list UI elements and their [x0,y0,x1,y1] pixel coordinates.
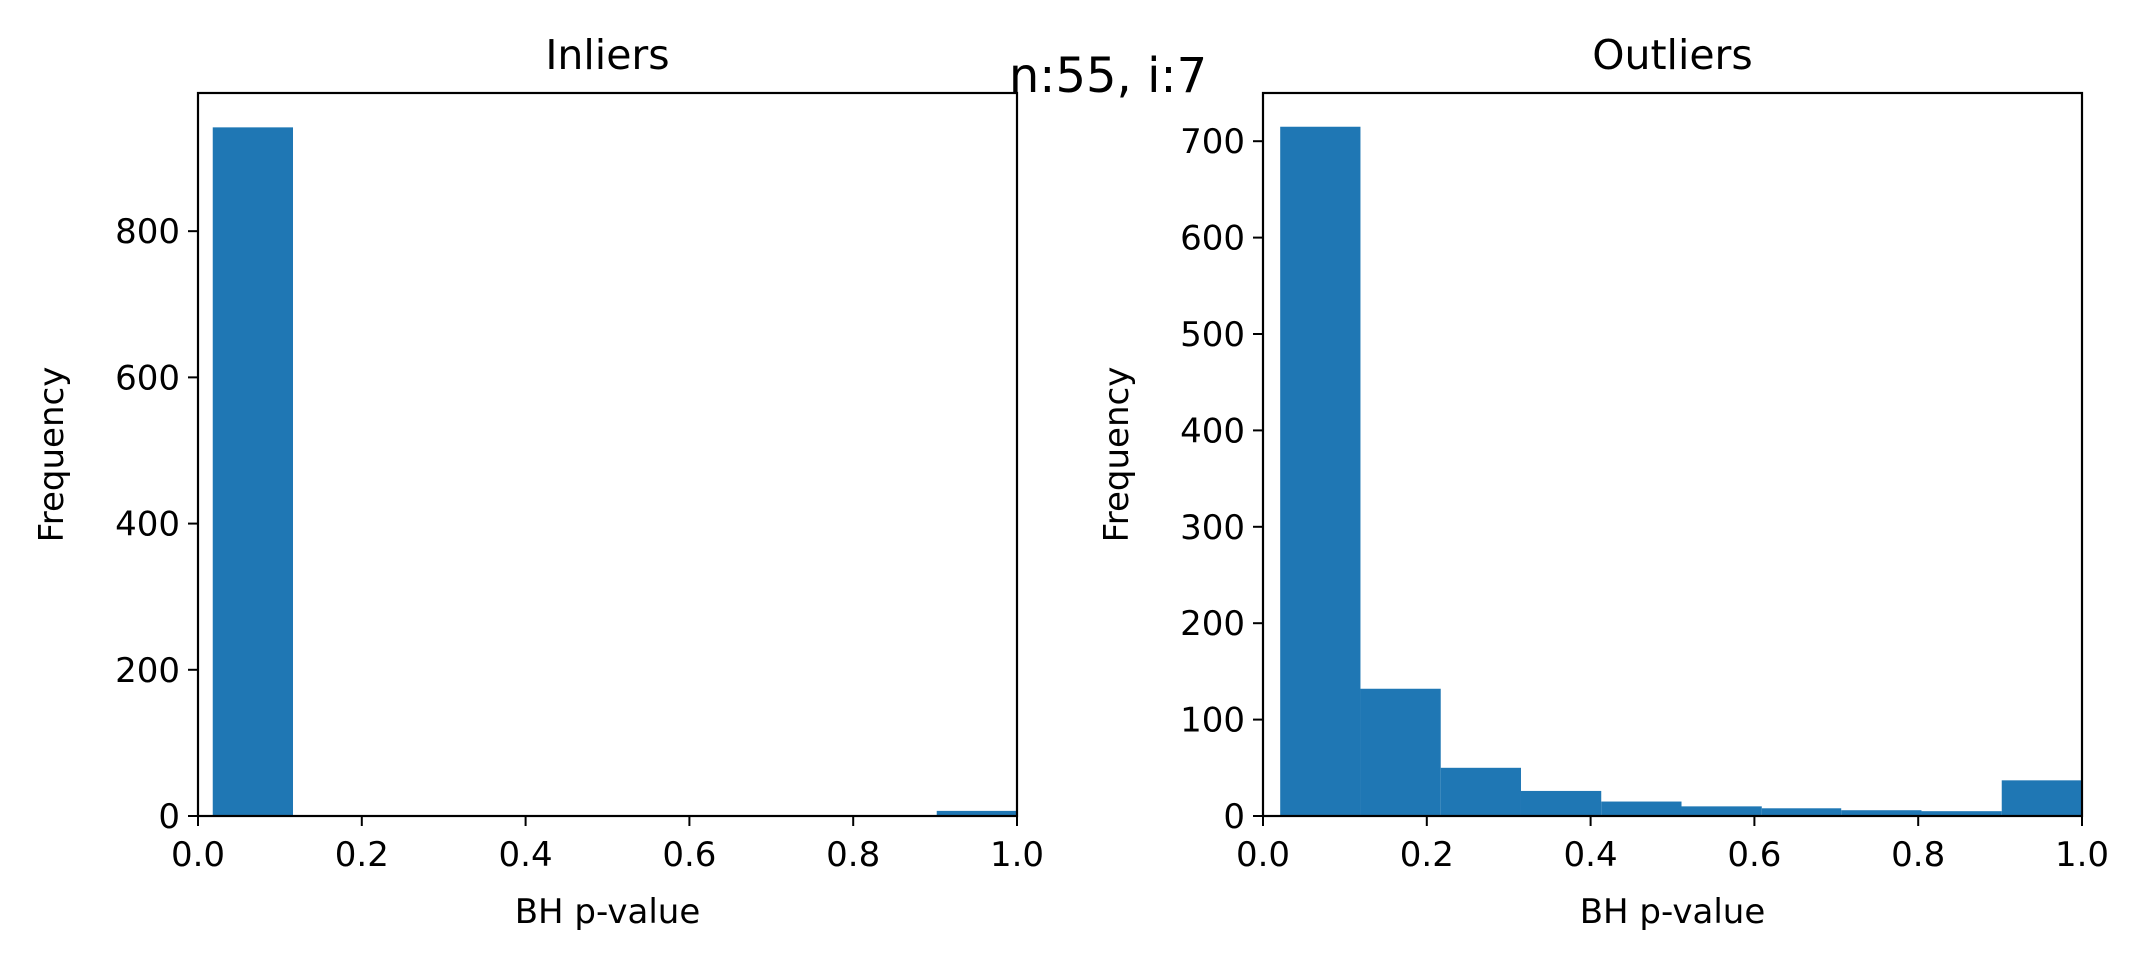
inliers-histogram-bar-0 [212,127,294,816]
outliers-x-tick-label: 0.0 [1236,835,1290,875]
outliers-histogram-bar-9 [2001,780,2082,816]
outliers-x-tick-label: 0.6 [1727,835,1781,875]
outliers-y-tick-label: 600 [1180,219,1245,259]
inliers-x-tick-label: 0.6 [662,835,716,875]
outliers-x-tick-label: 0.2 [1400,835,1454,875]
outliers-panel: 0.0 0.2 0.4 0.6 0.8 1.0 0 100 200 300 400 500 600 700… [1097,31,2109,932]
inliers-y-tick-label: 0 [158,797,180,837]
inliers-axes-frame [196,91,1019,818]
inliers-panel: 0.0 0.2 0.4 0.6 0.8 1.0 0 200 400 600 800 Inliers BH… [32,31,1044,932]
inliers-x-tick-label: 0.2 [335,835,389,875]
outliers-panel-title: Outliers [1592,31,1753,79]
outliers-histogram-bar-7 [1841,810,1922,816]
inliers-y-tick-label: 800 [115,212,180,252]
inliers-x-tick-label: 1.0 [990,835,1044,875]
inliers-y-tick-label: 600 [115,358,180,398]
figure-suptitle: n:55, i:7 [1009,48,1207,104]
outliers-histogram-bar-6 [1761,808,1842,816]
outliers-x-tick-label: 1.0 [2055,835,2109,875]
outliers-y-axis-label: Frequency [1097,367,1137,543]
outliers-y-tick-label: 0 [1223,797,1245,837]
inliers-x-tick-label: 0.0 [171,835,225,875]
outliers-histogram-bar-1 [1360,688,1441,816]
outliers-x-tick-label: 0.8 [1891,835,1945,875]
outliers-histogram-bar-2 [1440,767,1521,816]
outliers-histogram-bar-5 [1681,806,1762,816]
outliers-y-tick-label: 700 [1180,122,1245,162]
outliers-histogram-bar-0 [1280,126,1361,817]
outliers-x-axis-label: BH p-value [1580,892,1766,932]
inliers-x-axis-label: BH p-value [515,892,701,932]
outliers-y-tick-label: 100 [1180,701,1245,741]
outliers-axes-frame [1261,91,2084,818]
outliers-histogram-bar-8 [1921,811,2002,816]
inliers-x-tick-label: 0.8 [826,835,880,875]
inliers-x-tick-label: 0.4 [499,835,553,875]
inliers-y-tick-label: 400 [115,505,180,545]
inliers-y-axis-label: Frequency [32,367,72,543]
outliers-y-tick-label: 500 [1180,315,1245,355]
inliers-y-tick-label: 200 [115,651,180,691]
outliers-histogram-bar-4 [1601,801,1682,816]
outliers-x-tick-label: 0.4 [1564,835,1618,875]
inliers-panel-title: Inliers [545,31,669,79]
outliers-y-tick-label: 300 [1180,508,1245,548]
outliers-histogram-bar-3 [1520,790,1602,816]
inliers-histogram-bar-9 [936,810,1017,816]
outliers-y-tick-label: 400 [1180,411,1245,451]
outliers-y-tick-label: 200 [1180,604,1245,644]
